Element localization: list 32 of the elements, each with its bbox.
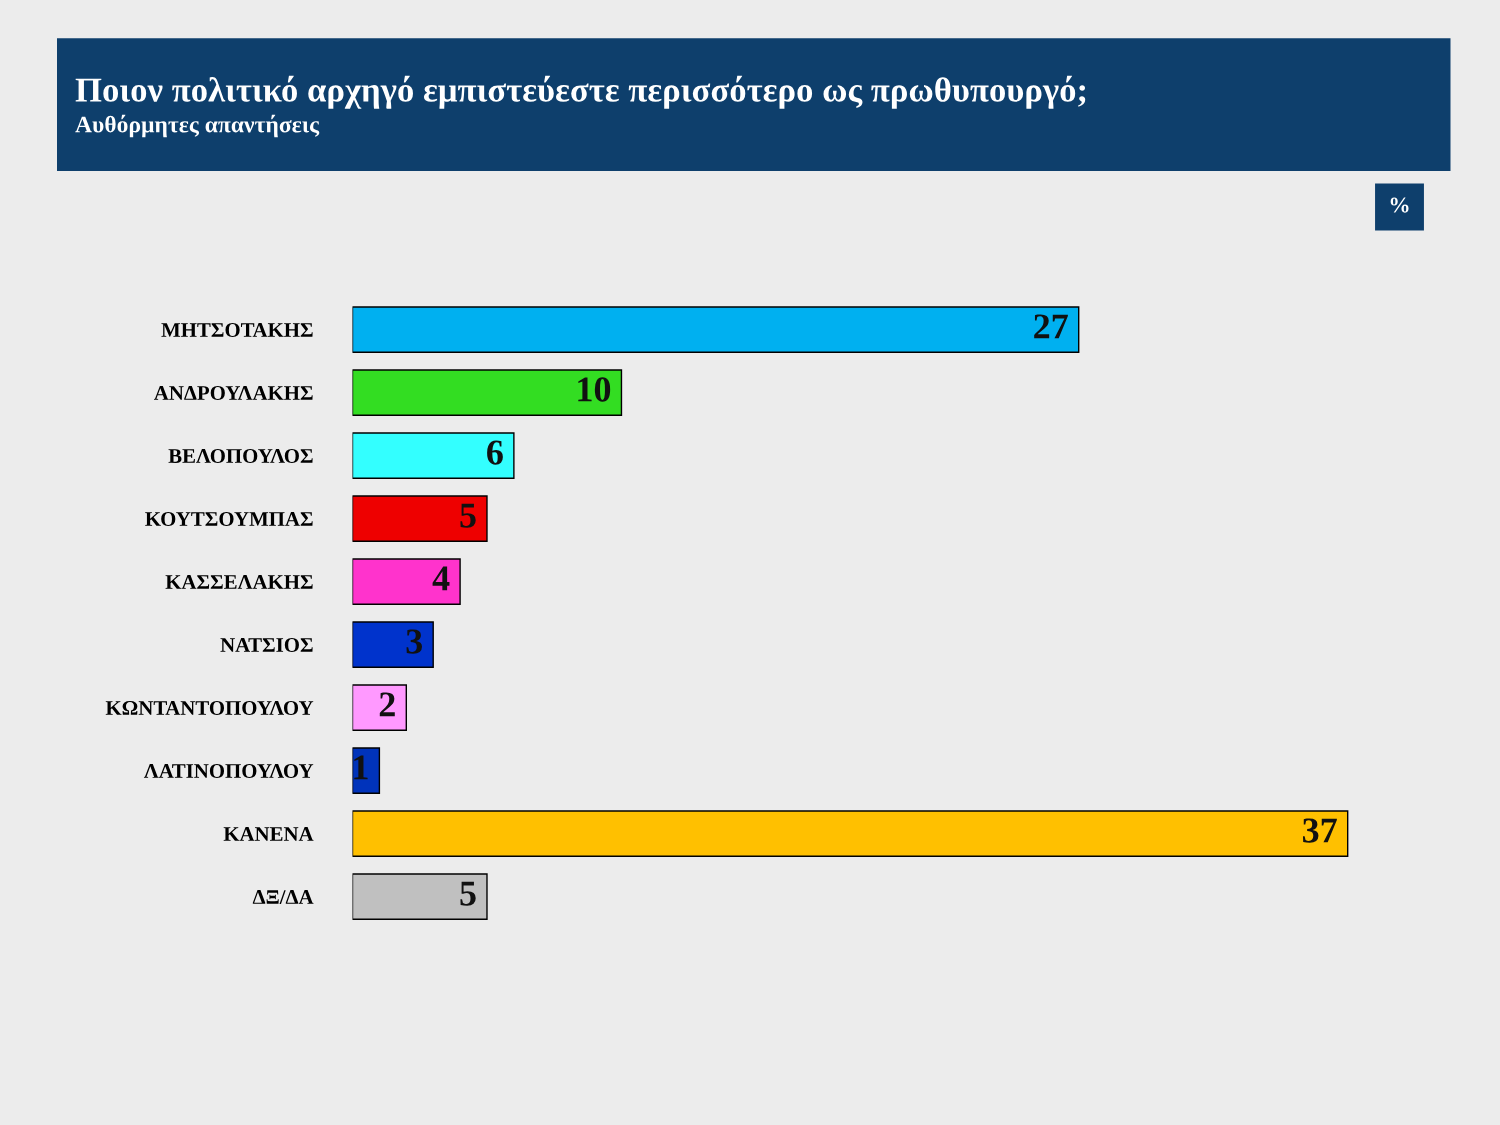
data-label: 3	[406, 629, 422, 654]
chart-subtitle: Αυθόρμητες απαντήσεις	[75, 114, 320, 138]
bar	[352, 621, 434, 669]
data-label: 2	[379, 692, 395, 717]
bar	[352, 684, 407, 732]
y-tick-label: ΛΑΤΙΝΟΠΟΥΛΟΥ	[143, 764, 314, 779]
y-tick-label: ΜΗΤΣΟΤΑΚΗΣ	[161, 323, 313, 338]
data-label: 5	[460, 881, 476, 906]
data-label: 4	[432, 566, 450, 591]
bar	[352, 432, 515, 479]
y-tick-label: ΚΑΝΕΝΑ	[223, 827, 314, 841]
data-label: 5	[460, 503, 476, 528]
y-tick-label: ΚΑΣΣΕΛΑΚΗΣ	[165, 575, 313, 589]
bar	[352, 558, 461, 605]
data-label: 1	[354, 755, 368, 780]
y-tick-label: ΝΑΤΣΙΟΣ	[220, 638, 313, 653]
data-label: 27	[1034, 314, 1068, 339]
bar	[352, 306, 1080, 354]
data-label: 6	[487, 440, 503, 465]
bar	[352, 495, 488, 542]
y-tick-label: ΒΕΛΟΠΟΥΛΟΣ	[168, 449, 313, 464]
y-tick-label: ΔΞ/ΔΑ	[252, 890, 314, 905]
bar	[352, 810, 1349, 858]
y-tick-label: ΚΟΥΤΣΟΥΜΠΑΣ	[145, 512, 313, 527]
y-tick-label: ΚΩΝΤΑΝΤΟΠΟΥΛΟΥ	[105, 701, 314, 716]
bar	[352, 873, 488, 921]
bar	[352, 369, 623, 417]
data-label: 37	[1302, 818, 1337, 843]
text: %	[1390, 197, 1409, 213]
chart-title: Ποιον πολιτικό αρχηγό εμπιστεύεστε περισσότερο ως πρωθυπουργό;	[75, 75, 1086, 109]
data-label: 10	[578, 377, 611, 402]
y-tick-label: ΑΝΔΡΟΥΛΑΚΗΣ	[154, 386, 313, 401]
